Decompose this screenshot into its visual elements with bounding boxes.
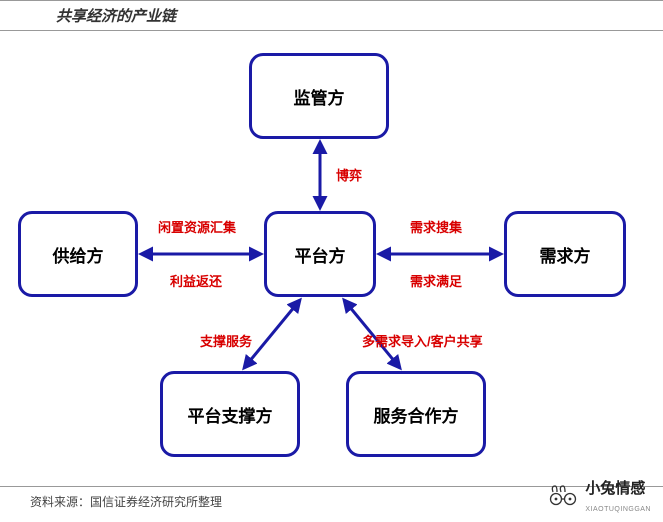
edge-label-regulator-platform-0: 博弈 — [336, 165, 362, 184]
edge-label-supplier-platform-0: 闲置资源汇集 — [158, 217, 236, 236]
logo-name: 小兔情感 — [585, 480, 645, 497]
node-regulator: 监管方 — [249, 53, 389, 139]
edge-support-platform — [244, 300, 300, 368]
edge-label-partner-platform-0: 多需求导入/客户共享 — [362, 331, 483, 350]
logo-sub: XIAOTUQINGGAN — [585, 506, 651, 513]
brand-logo: 小兔情感 XIAOTUQINGGAN — [547, 477, 651, 516]
node-partner: 服务合作方 — [346, 371, 486, 457]
rabbit-glasses-icon — [547, 484, 581, 510]
edge-label-supplier-platform-1: 利益返还 — [170, 271, 222, 290]
node-support: 平台支撑方 — [160, 371, 300, 457]
diagram-canvas: 监管方供给方 平台方 需求方平台支撑方服务合作方 博弈闲置资源汇集利益返还 需求搜集需求… — [0, 31, 663, 479]
node-supplier: 供给方 — [18, 211, 138, 297]
edge-label-support-platform-0: 支撑服务 — [200, 331, 252, 350]
node-platform: 平台方 — [264, 211, 376, 297]
page-title: 共享经济的产业链 — [0, 0, 663, 31]
edge-label-platform-demand-1: 需求满足 — [410, 271, 462, 290]
edge-label-platform-demand-0: 需求搜集 — [410, 217, 462, 236]
node-demand: 需求方 — [504, 211, 626, 297]
